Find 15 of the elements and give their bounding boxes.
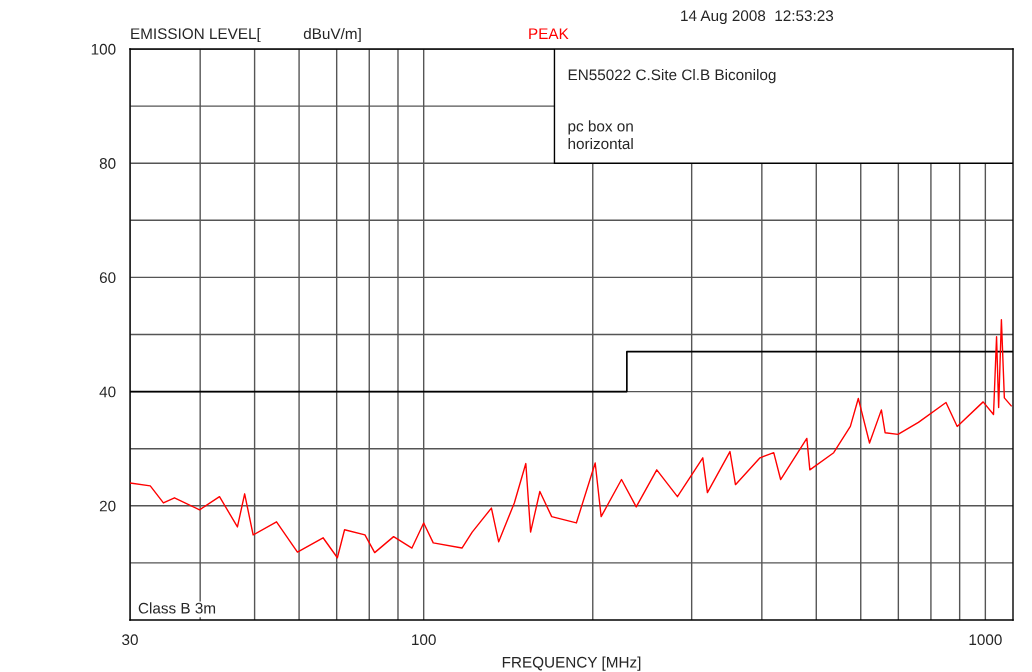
x-tick-label: 30 [122, 634, 138, 646]
annotation: Class B 3m [138, 602, 216, 614]
y-tick-label: 40 [99, 386, 116, 398]
y-tick-label: 80 [99, 158, 116, 169]
text: 14 Aug 2008 12:53:23 [681, 10, 834, 25]
x-tick-label: 100 [412, 634, 436, 646]
y-tick-label: 60 [99, 272, 116, 284]
y-tick-label: 100 [91, 43, 116, 55]
annotation: EN55022 C.Site Cl.B Biconilog [568, 68, 776, 84]
x-tick-label: 1000 [969, 634, 1002, 646]
chart-subtitle: PEAK [529, 28, 569, 39]
annotation: pc box on horizontal [568, 120, 633, 150]
y-tick-label: 20 [99, 500, 116, 512]
x-axis-title: FREQUENCY [MHz] [502, 656, 641, 671]
y-axis-title: EMISSION LEVEL[ dBuV/m] [131, 27, 361, 43]
